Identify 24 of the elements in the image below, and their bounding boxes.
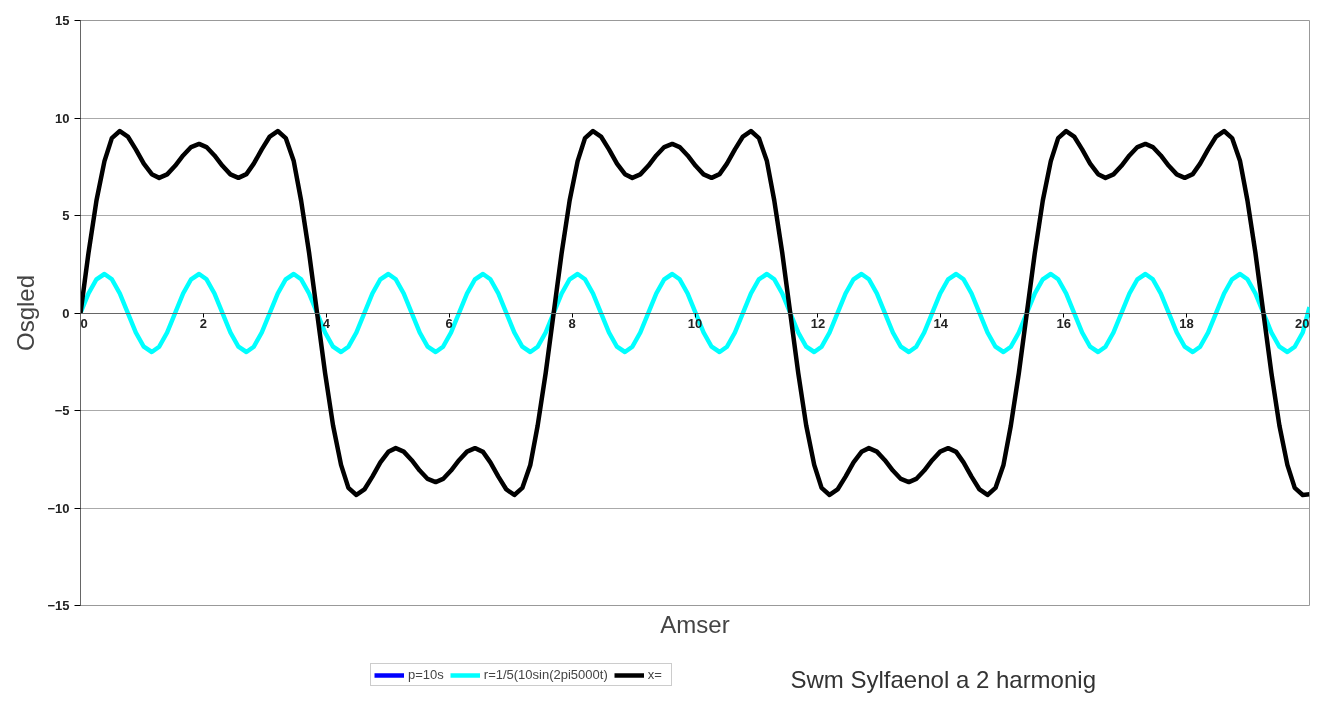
legend-label: r=1/5(10sin(2pi5000t) — [483, 667, 608, 682]
y-axis-title: Osgled — [12, 274, 40, 352]
x-tick-label: 14 — [933, 316, 949, 331]
y-tick-label: −10 — [47, 500, 70, 516]
x-tick-label: 18 — [1179, 316, 1194, 331]
x-tick-label: 0 — [80, 316, 88, 331]
x-axis-title: Amser — [660, 610, 730, 638]
y-tick-label: 10 — [55, 110, 70, 126]
y-tick-label: 15 — [55, 13, 70, 28]
y-tick-label: 5 — [62, 208, 70, 223]
x-tick-label: 4 — [322, 316, 331, 331]
x-tick-label: 8 — [568, 316, 576, 331]
x-tick-label: 6 — [445, 316, 453, 331]
line-series — [80, 128, 1310, 498]
x-tick-label: 2 — [199, 316, 208, 331]
x-tick-label: 12 — [810, 316, 826, 331]
legend-label: x= — [647, 667, 663, 682]
y-tick-label: −5 — [54, 403, 70, 418]
text: Swm Sylfaenol a 2 harmonig — [790, 665, 1096, 693]
line-series — [80, 271, 1310, 355]
y-tick-label: 0 — [62, 305, 70, 321]
y-tick-label: −15 — [47, 598, 70, 613]
legend-label: p=10s — [408, 667, 444, 682]
x-tick-label: 16 — [1056, 316, 1071, 331]
